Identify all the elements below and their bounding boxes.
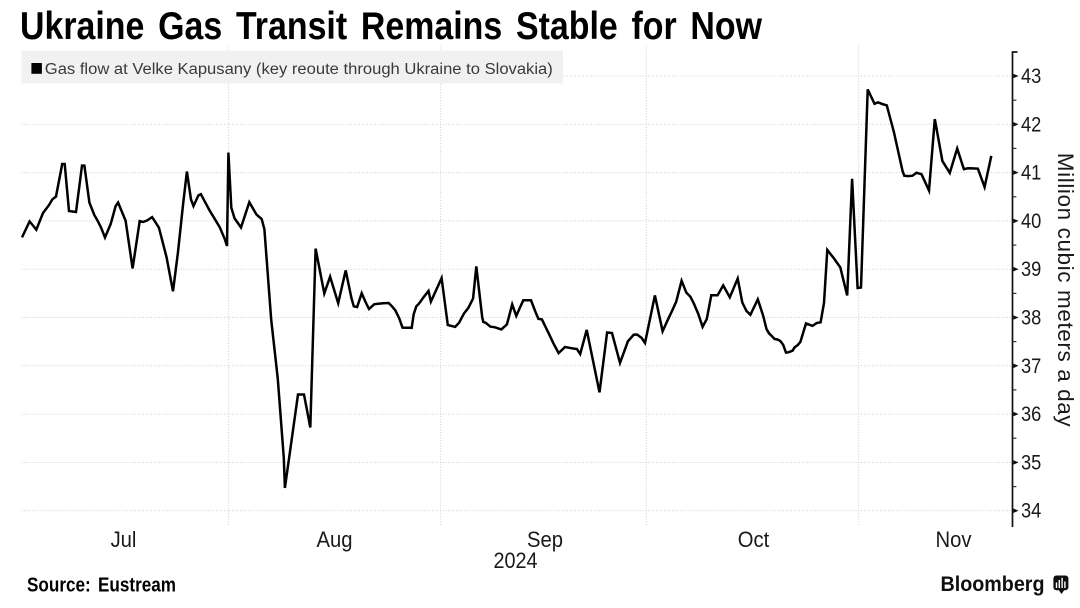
svg-text:36: 36 [1021,403,1041,426]
svg-text:Gas flow at Velke Kapusany (ke: Gas flow at Velke Kapusany (key reoute t… [45,61,553,78]
svg-text:Oct: Oct [738,528,770,552]
svg-text:41: 41 [1021,161,1041,184]
svg-text:Ukraine Gas Transit Remains St: Ukraine Gas Transit Remains Stable for N… [20,5,763,48]
svg-text:34: 34 [1021,500,1041,523]
svg-text:Million cubic meters a day: Million cubic meters a day [1053,153,1078,428]
svg-text:42: 42 [1021,113,1041,136]
svg-text:35: 35 [1021,451,1041,474]
svg-text:39: 39 [1021,258,1041,281]
svg-text:Jul: Jul [111,528,137,552]
svg-text:38: 38 [1021,306,1041,329]
svg-text:Aug: Aug [317,528,353,552]
svg-text:40: 40 [1021,210,1041,233]
svg-text:43: 43 [1021,65,1041,88]
svg-text:Source: Eustream: Source: Eustream [27,575,176,597]
svg-text:Sep: Sep [527,528,563,552]
svg-text:Nov: Nov [936,528,972,552]
svg-text:Bloomberg: Bloomberg [941,572,1045,596]
svg-text:2024: 2024 [493,549,537,573]
svg-text:37: 37 [1021,355,1041,378]
